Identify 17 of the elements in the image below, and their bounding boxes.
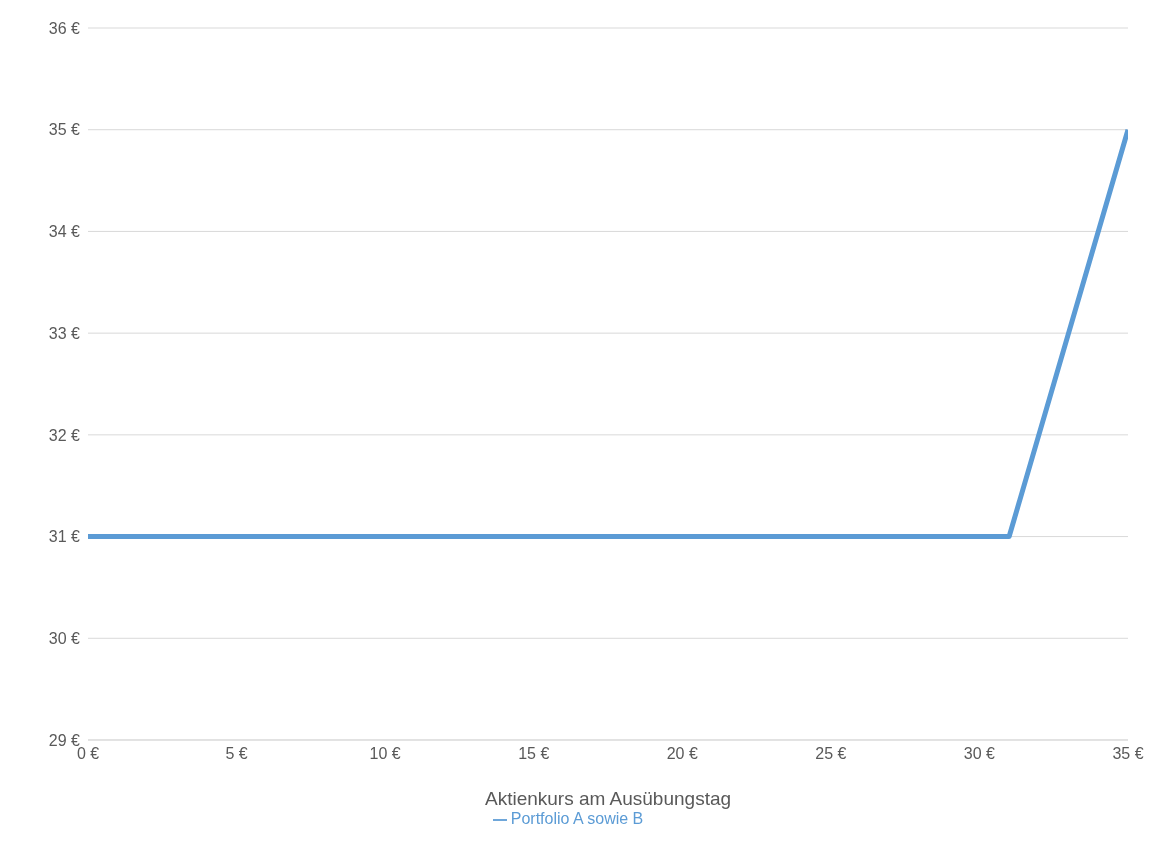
x-tick-label: 20 € bbox=[666, 745, 698, 763]
x-tick-label: 15 € bbox=[518, 745, 550, 763]
x-tick-label: 35 € bbox=[1112, 745, 1144, 763]
x-tick-label: 5 € bbox=[225, 745, 248, 763]
y-tick-label: 32 € bbox=[48, 426, 81, 444]
y-tick-label: 30 € bbox=[48, 629, 81, 647]
x-tick-label: 10 € bbox=[369, 745, 401, 763]
x-axis-title: Aktienkurs am Ausübungstag bbox=[484, 788, 732, 809]
x-tick-label: 25 € bbox=[815, 745, 847, 763]
y-tick-label: 34 € bbox=[48, 223, 81, 241]
y-tick-label: 35 € bbox=[48, 121, 81, 139]
y-tick-label: 33 € bbox=[48, 324, 81, 342]
y-tick-label: 36 € bbox=[48, 19, 81, 37]
x-tick-label: 30 € bbox=[963, 745, 996, 763]
y-tick-label: 31 € bbox=[48, 528, 81, 546]
x-tick-label: 0 € bbox=[76, 745, 100, 763]
legend-label: Portfolio A sowie B bbox=[510, 810, 644, 827]
